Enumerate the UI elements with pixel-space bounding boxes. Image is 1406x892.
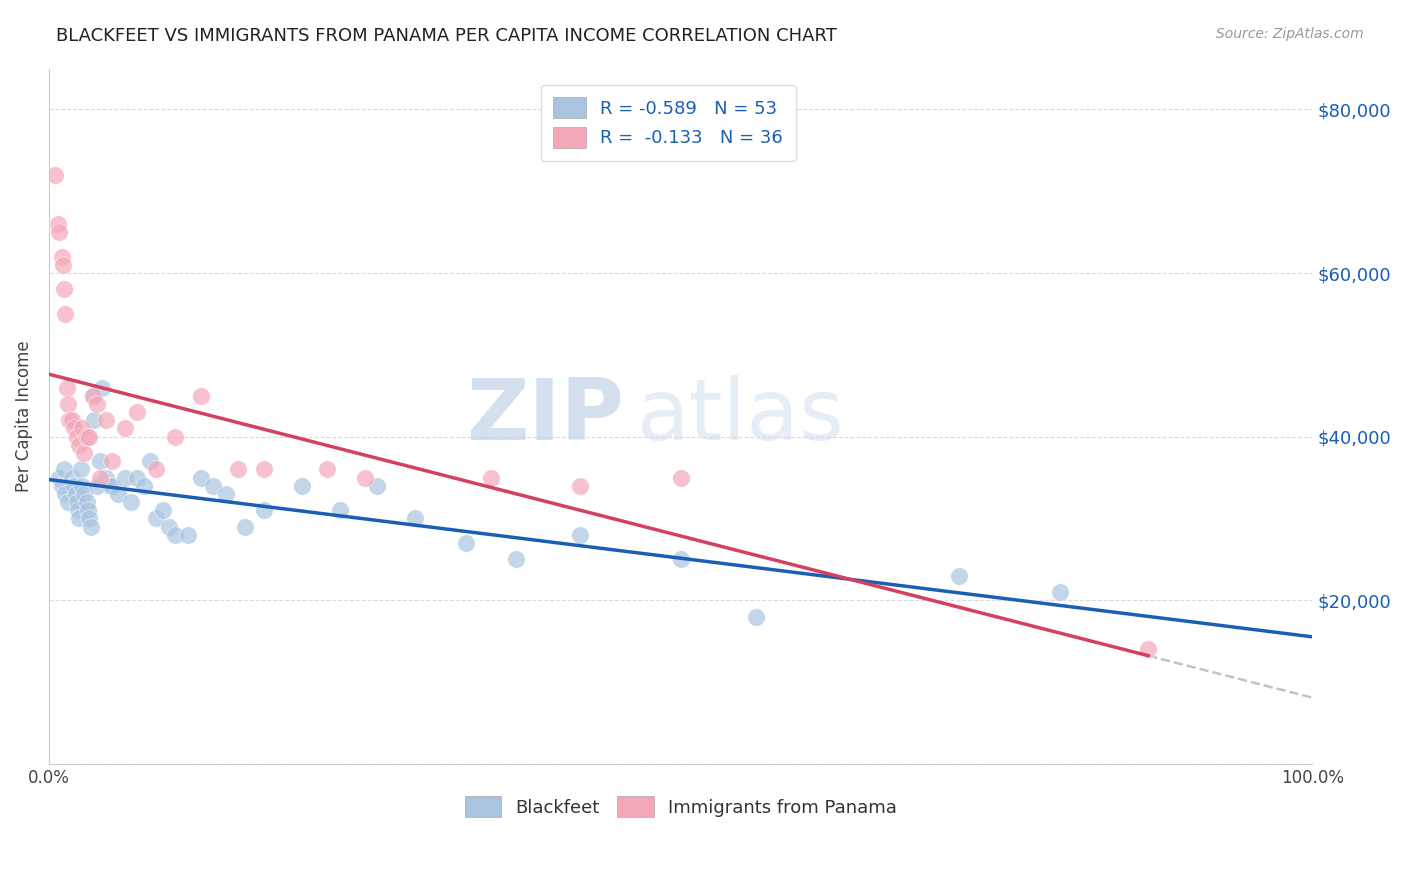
Point: [120, 495, 142, 509]
Point: [48, 225, 70, 239]
Point: [82, 389, 104, 403]
Point: [228, 462, 250, 476]
Point: [58, 413, 80, 427]
Point: [114, 421, 136, 435]
Point: [79, 511, 101, 525]
Point: [69, 462, 91, 476]
Text: ZIP: ZIP: [465, 375, 624, 458]
Point: [67, 438, 90, 452]
Point: [76, 429, 98, 443]
Point: [152, 503, 174, 517]
Point: [55, 487, 77, 501]
Point: [79, 519, 101, 533]
Y-axis label: Per Capita Income: Per Capita Income: [15, 341, 32, 492]
Point: [745, 609, 768, 624]
Point: [353, 470, 375, 484]
Point: [669, 552, 692, 566]
Point: [52, 258, 75, 272]
Point: [44, 168, 66, 182]
Point: [215, 487, 238, 501]
Text: atlas: atlas: [637, 375, 845, 458]
Point: [63, 421, 86, 435]
Point: [48, 470, 70, 484]
Point: [51, 250, 73, 264]
Point: [177, 528, 200, 542]
Point: [73, 487, 96, 501]
Point: [139, 454, 162, 468]
Point: [253, 503, 276, 517]
Point: [114, 470, 136, 484]
Point: [46, 217, 69, 231]
Point: [60, 470, 83, 484]
Point: [70, 479, 93, 493]
Text: Source: ZipAtlas.com: Source: ZipAtlas.com: [1216, 27, 1364, 41]
Point: [63, 479, 86, 493]
Point: [505, 552, 527, 566]
Point: [91, 380, 114, 394]
Point: [145, 511, 167, 525]
Point: [94, 413, 117, 427]
Point: [404, 511, 426, 525]
Point: [165, 528, 187, 542]
Point: [568, 528, 591, 542]
Point: [55, 307, 77, 321]
Point: [101, 479, 124, 493]
Text: BLACKFEET VS IMMIGRANTS FROM PANAMA PER CAPITA INCOME CORRELATION CHART: BLACKFEET VS IMMIGRANTS FROM PANAMA PER …: [56, 27, 837, 45]
Point: [89, 454, 111, 468]
Point: [89, 470, 111, 484]
Point: [73, 446, 96, 460]
Point: [568, 479, 591, 493]
Point: [329, 503, 352, 517]
Point: [55, 380, 77, 394]
Point: [107, 487, 129, 501]
Point: [76, 495, 98, 509]
Point: [202, 479, 225, 493]
Point: [127, 470, 149, 484]
Point: [66, 429, 89, 443]
Point: [66, 503, 89, 517]
Point: [66, 495, 89, 509]
Point: [60, 413, 83, 427]
Point: [253, 462, 276, 476]
Point: [1137, 642, 1160, 657]
Point: [65, 487, 87, 501]
Point: [291, 479, 314, 493]
Point: [53, 282, 76, 296]
Legend: Blackfeet, Immigrants from Panama: Blackfeet, Immigrants from Panama: [457, 789, 904, 824]
Point: [83, 413, 105, 427]
Point: [479, 470, 502, 484]
Point: [86, 479, 108, 493]
Point: [190, 470, 212, 484]
Point: [190, 389, 212, 403]
Point: [165, 429, 187, 443]
Point: [157, 519, 180, 533]
Point: [86, 397, 108, 411]
Point: [454, 536, 477, 550]
Point: [82, 389, 104, 403]
Point: [98, 479, 121, 493]
Point: [669, 470, 692, 484]
Point: [145, 462, 167, 476]
Point: [56, 495, 79, 509]
Point: [132, 479, 155, 493]
Point: [70, 421, 93, 435]
Point: [51, 479, 73, 493]
Point: [56, 397, 79, 411]
Point: [53, 462, 76, 476]
Point: [79, 429, 101, 443]
Point: [67, 511, 90, 525]
Point: [127, 405, 149, 419]
Point: [233, 519, 256, 533]
Point: [101, 454, 124, 468]
Point: [1049, 585, 1071, 599]
Point: [94, 470, 117, 484]
Point: [316, 462, 339, 476]
Point: [948, 568, 970, 582]
Point: [77, 503, 100, 517]
Point: [366, 479, 388, 493]
